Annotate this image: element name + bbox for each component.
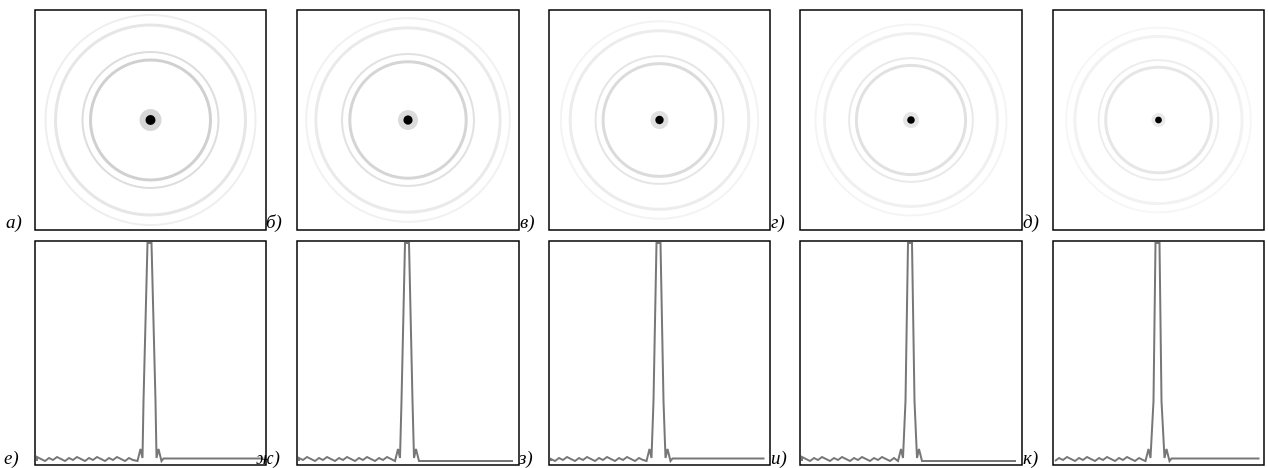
panel-label: а) bbox=[6, 212, 22, 233]
panel-label: в) bbox=[520, 212, 535, 233]
profile bbox=[299, 243, 513, 461]
panel-frame bbox=[1053, 241, 1264, 465]
panel-label: и) bbox=[771, 448, 787, 468]
spot bbox=[146, 115, 156, 125]
panel-frame bbox=[35, 241, 266, 465]
panel-label: з) bbox=[518, 448, 533, 468]
profile bbox=[551, 243, 765, 461]
profile bbox=[1055, 243, 1260, 461]
spot bbox=[907, 116, 915, 124]
panel-frame bbox=[549, 241, 770, 465]
spot bbox=[403, 115, 412, 124]
profile bbox=[802, 243, 1016, 461]
panel-label: б) bbox=[266, 212, 282, 233]
panel-label: к) bbox=[1023, 448, 1038, 468]
panel-frame bbox=[297, 241, 519, 465]
spot bbox=[1155, 117, 1162, 124]
panel-label: д) bbox=[1023, 212, 1039, 233]
panel-frame bbox=[800, 241, 1022, 465]
profile bbox=[37, 243, 264, 461]
panel-label: е) bbox=[4, 448, 19, 468]
spot bbox=[655, 116, 663, 124]
figure: а) б) в) г) д) е) ж) з) и) к) bbox=[0, 0, 1268, 468]
panel-label: ж) bbox=[256, 448, 280, 468]
panel-label: г) bbox=[771, 212, 785, 233]
